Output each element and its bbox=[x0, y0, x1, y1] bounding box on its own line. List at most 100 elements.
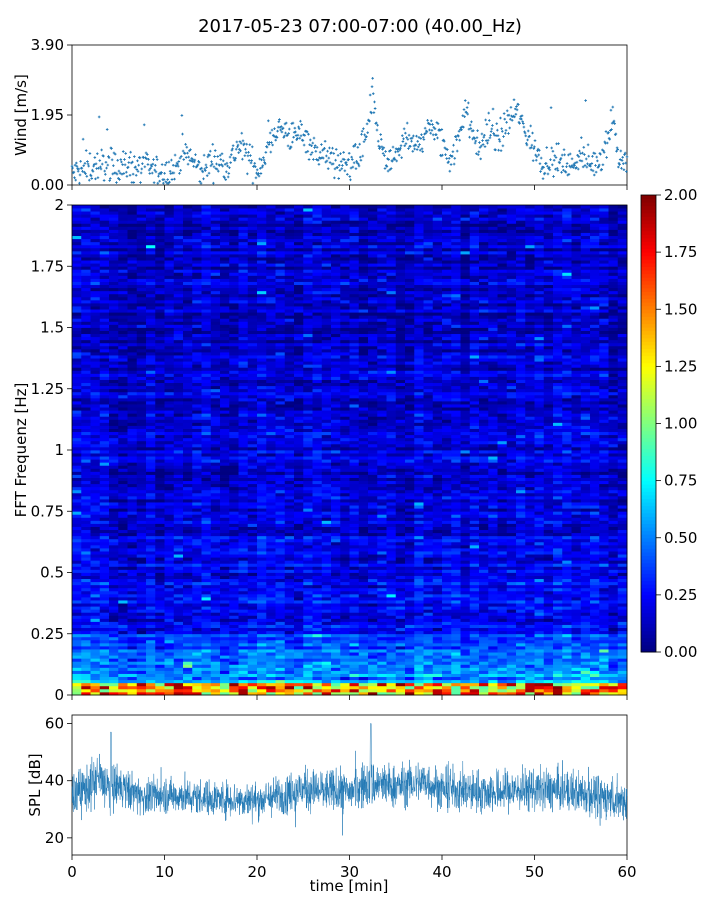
spectrogram-cell bbox=[543, 642, 554, 647]
spectrogram-cell bbox=[368, 682, 378, 687]
spectrogram-cell bbox=[229, 575, 239, 580]
spectrogram-cell bbox=[432, 581, 443, 586]
spectrogram-cell bbox=[451, 624, 461, 629]
spectrogram-cell bbox=[155, 612, 165, 616]
spectrogram-cell bbox=[340, 682, 350, 687]
spectrogram-cell bbox=[368, 554, 378, 558]
spectrogram-cell bbox=[349, 593, 360, 598]
spectrogram-cell bbox=[377, 523, 387, 527]
spectrogram-cell bbox=[543, 673, 554, 678]
spectrogram-cell bbox=[608, 676, 619, 681]
spectrogram-cell bbox=[155, 627, 165, 632]
spectrogram-cell bbox=[405, 502, 415, 506]
spectrogram-cell bbox=[275, 505, 286, 509]
spectrogram-cell bbox=[497, 587, 508, 592]
spectrogram-cell bbox=[90, 664, 101, 668]
spectrogram-cell bbox=[294, 551, 304, 555]
spectrogram-cell bbox=[516, 603, 526, 607]
spectrogram-cell bbox=[506, 538, 517, 543]
wind-point bbox=[297, 127, 301, 130]
spectrogram-cell bbox=[358, 612, 369, 616]
spectrogram-cell bbox=[460, 541, 471, 546]
spectrogram-cell bbox=[118, 489, 128, 494]
spectrogram-cell bbox=[543, 676, 554, 681]
spectrogram-cell bbox=[90, 566, 101, 570]
spectrogram-cell bbox=[469, 572, 480, 576]
spectrogram-cell bbox=[247, 664, 258, 668]
wind-point bbox=[72, 170, 76, 174]
spectrogram-cell bbox=[284, 642, 295, 647]
spectrogram-cell bbox=[358, 673, 369, 678]
spectrogram-cell bbox=[210, 508, 221, 512]
spectrogram-cell bbox=[405, 649, 415, 653]
spectrogram-cell bbox=[590, 502, 600, 506]
wind-point bbox=[153, 168, 157, 172]
spectrogram-cell bbox=[118, 633, 128, 638]
spectrogram-cell bbox=[99, 655, 110, 659]
spectrogram-cell bbox=[414, 551, 424, 555]
spectrogram-cell bbox=[349, 505, 360, 509]
spectrogram-cell bbox=[127, 676, 138, 681]
spectrogram-cell bbox=[451, 492, 461, 497]
wind-point bbox=[384, 150, 387, 153]
spectrogram-cell bbox=[183, 532, 193, 537]
spectrogram-cell bbox=[368, 688, 378, 693]
wind-point bbox=[204, 169, 207, 172]
spectrogram-cell bbox=[534, 532, 545, 537]
spectrogram-cell bbox=[488, 603, 498, 607]
spectrogram-cell bbox=[608, 688, 619, 693]
spectrogram-cell bbox=[72, 560, 82, 564]
spectrogram-cell bbox=[451, 495, 461, 500]
spectrogram-cell bbox=[395, 603, 406, 607]
spectrogram-cell bbox=[90, 627, 101, 632]
spectrogram-cell bbox=[553, 606, 563, 610]
spectrogram-cell bbox=[340, 658, 350, 662]
spectrogram-cell bbox=[599, 673, 609, 678]
spectrogram-cell bbox=[553, 584, 563, 589]
spectrogram-cell bbox=[516, 606, 526, 610]
spectrogram-cell bbox=[192, 636, 202, 641]
spectrogram-cell bbox=[72, 529, 82, 534]
spectrogram-cell bbox=[118, 655, 128, 659]
spectrogram-cell bbox=[617, 520, 628, 524]
spectrogram-cell bbox=[136, 658, 147, 662]
spectrogram-cell bbox=[506, 548, 517, 552]
spectrogram-cell bbox=[571, 551, 582, 555]
spectrogram-cell bbox=[553, 646, 563, 650]
spectrogram-cell bbox=[553, 551, 563, 555]
spectrogram-cell bbox=[81, 621, 91, 625]
spectrogram-cell bbox=[109, 633, 119, 638]
spectrogram-cell bbox=[81, 557, 91, 561]
spectrogram-cell bbox=[414, 652, 424, 656]
spectrogram-cell bbox=[516, 492, 526, 497]
spectrogram-cell bbox=[303, 492, 313, 497]
spectrogram-cell bbox=[386, 618, 397, 622]
spectrogram-cell bbox=[136, 679, 147, 684]
spectrogram-cell bbox=[405, 661, 415, 665]
spectrogram-cell bbox=[275, 658, 286, 662]
spectrogram-cell bbox=[229, 633, 239, 638]
spectrogram-cell bbox=[479, 597, 489, 601]
wind-point bbox=[350, 158, 354, 161]
spectrogram-cell bbox=[146, 523, 156, 527]
spectrogram-cell bbox=[590, 535, 600, 540]
spectrogram-cell bbox=[469, 532, 480, 537]
spectrogram-cell bbox=[553, 495, 563, 500]
spectrogram-cell bbox=[497, 667, 508, 671]
spectrogram-cell bbox=[534, 551, 545, 555]
spectrogram-cell bbox=[395, 505, 406, 509]
spectrogram-cell bbox=[432, 609, 443, 613]
spectrogram-cell bbox=[506, 526, 517, 531]
spectrogram-cell bbox=[99, 615, 110, 619]
spectrogram-cell bbox=[294, 514, 304, 518]
wind-point bbox=[250, 145, 254, 149]
spectrogram-cell bbox=[349, 523, 360, 527]
wind-point bbox=[236, 143, 240, 147]
spectrogram-cell bbox=[534, 673, 545, 678]
spectrogram-cell bbox=[506, 563, 517, 567]
spectrogram-cell bbox=[497, 652, 508, 656]
spectrogram-cell bbox=[358, 502, 369, 506]
spectrogram-cell bbox=[340, 670, 350, 674]
spectrogram-cell bbox=[210, 593, 221, 598]
spectrogram-cell bbox=[525, 609, 535, 613]
